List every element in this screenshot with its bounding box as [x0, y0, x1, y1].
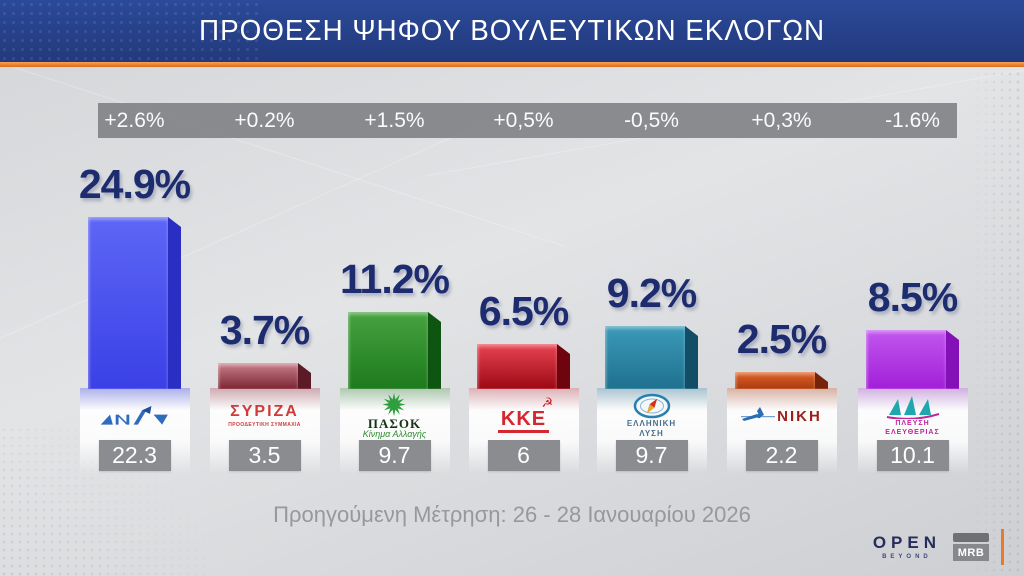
compass-icon: [633, 394, 670, 419]
party-logo: ΠΛΕΥΣΗ ΕΛΕΥΘΕΡΙΑΣ: [885, 392, 941, 440]
change-label: +1.5%: [364, 109, 425, 132]
syriza-logo-text: ΣΥΡΙΖΑ: [230, 403, 299, 420]
previous-value: 2.2: [765, 442, 798, 468]
change-label: +0,3%: [751, 109, 812, 132]
change-label: +0.2%: [234, 109, 295, 132]
party-logo: ΕΛΛΗΝΙΚΗ ΛΥΣΗ: [627, 392, 676, 440]
propeller-icon: [741, 407, 776, 421]
change-label: +2.6%: [104, 109, 165, 132]
bar-front-face: [866, 330, 946, 389]
bar-front-face: [348, 312, 428, 389]
previous-value: 3.5: [248, 442, 281, 468]
open-logo-text: OPEN: [872, 533, 941, 552]
bar-front-face: [218, 363, 298, 389]
logo-pedestal: ΠΑΣΟΚ Κίνημα Αλλαγής: [339, 388, 450, 474]
current-percentage-label: 11.2%: [340, 256, 450, 302]
kke-logo: ☭ ΚΚΕ: [497, 396, 553, 433]
bar-front-face: [605, 326, 685, 389]
current-percentage-label: 24.9%: [78, 161, 191, 207]
hammer-sickle-icon: ☭: [541, 395, 554, 410]
logo-pedestal: ΕΛΛΗΝΙΚΗ ΛΥΣΗ: [596, 388, 707, 474]
open-logo-subtext: BEYOND: [882, 554, 932, 560]
page-title: ΠΡΟΘΕΣΗ ΨΗΦΟΥ ΒΟΥΛΕΥΤΙΚΩΝ ΕΚΛΟΓΩΝ: [198, 14, 826, 47]
change-vs-previous-row: +2.6% +0.2% +1.5% +0,5% -0,5% +0,3% -1.6%: [98, 103, 957, 138]
logo-pedestal: ΝΙΚΗ: [726, 388, 837, 474]
current-percentage-label: 2.5%: [736, 316, 827, 362]
bg-dot-pattern-right: [966, 70, 1024, 576]
bg-accent-line: [0, 54, 565, 247]
bar-front-face: [735, 372, 815, 389]
pasok-logo-subtext: Κίνημα Αλλαγής: [362, 429, 427, 440]
change-label: -0,5%: [624, 109, 679, 132]
title-banner: ΠΡΟΘΕΣΗ ΨΗΦΟΥ ΒΟΥΛΕΥΤΙΚΩΝ ΕΚΛΟΓΩΝ: [0, 0, 1024, 62]
branding-block: OPEN BEYOND MRB: [873, 529, 1004, 565]
niki-logo: ΝΙΚΗ: [741, 406, 822, 426]
previous-value: 10.1: [890, 442, 935, 468]
previous-value: 9.7: [378, 442, 411, 468]
previous-value-box: 6: [487, 440, 560, 471]
bar-side-face: [557, 344, 570, 389]
change-label: -1.6%: [885, 109, 940, 132]
header-divider: [0, 62, 1024, 67]
bar-side-face: [946, 330, 959, 389]
kke-logo-text: ΚΚΕ: [497, 409, 550, 433]
party-logo: ΠΑΣΟΚ Κίνημα Αλλαγής: [363, 392, 426, 440]
mrb-pollster-logo: MRB: [953, 533, 989, 561]
bg-dot-pattern-bottom-left: [0, 426, 210, 576]
previous-value-box: 9.7: [358, 440, 431, 471]
change-label: +0,5%: [493, 109, 554, 132]
logo-pedestal: ΣΥΡΙΖΑ ΠΡΟΟΔΕΥΤΙΚΗ ΣΥΜΜΑΧΙΑ: [209, 388, 320, 474]
current-percentage-label: 6.5%: [478, 288, 569, 334]
logo-pedestal: ΠΛΕΥΣΗ ΕΛΕΥΘΕΡΙΑΣ: [857, 388, 968, 474]
open-channel-logo: OPEN BEYOND: [873, 534, 941, 560]
branding-divider: [1001, 529, 1004, 565]
party-logo: ΣΥΡΙΖΑ ΠΡΟΟΔΕΥΤΙΚΗ ΣΥΜΜΑΧΙΑ: [228, 392, 301, 440]
pasok-sun-icon: [382, 392, 407, 417]
previous-value: 6: [517, 442, 530, 468]
previous-value-box: 3.5: [228, 440, 301, 471]
logo-pedestal: ☭ ΚΚΕ: [468, 388, 579, 474]
pasok-logo-text: ΠΑΣΟΚ: [367, 416, 422, 432]
party-logo: ΝΙΚΗ: [741, 392, 822, 440]
bar-side-face: [815, 372, 828, 389]
nd-flag-icon: [100, 406, 168, 425]
mrb-logo-bar: [953, 533, 989, 542]
elliniki-lysi-logo-text: ΕΛΛΗΝΙΚΗ ΛΥΣΗ: [626, 419, 677, 438]
niki-logo-text: ΝΙΚΗ: [777, 407, 822, 425]
previous-value-box: 10.1: [876, 440, 949, 471]
previous-value-box: 9.7: [615, 440, 688, 471]
bar-side-face: [428, 312, 441, 389]
current-percentage-label: 3.7%: [219, 307, 310, 353]
bar-side-face: [168, 217, 181, 389]
previous-value: 9.7: [635, 442, 668, 468]
bar-front-face: [88, 217, 168, 389]
bar-front-face: [477, 344, 557, 389]
party-logo: ☭ ΚΚΕ: [497, 392, 553, 440]
bg-accent-line: [0, 126, 476, 355]
syriza-logo-subtext: ΠΡΟΟΔΕΥΤΙΚΗ ΣΥΜΜΑΧΙΑ: [228, 422, 301, 428]
sailboat-icon: [886, 395, 939, 419]
previous-measurement-note: Προηγούμενη Μέτρηση: 26 - 28 Ιανουαρίου …: [273, 502, 751, 527]
previous-value-box: 2.2: [745, 440, 818, 471]
mrb-logo-text: MRB: [953, 544, 989, 561]
bar-side-face: [685, 326, 698, 389]
current-percentage-label: 9.2%: [606, 270, 697, 316]
bar-side-face: [298, 363, 311, 389]
plefsi-logo-text: ΠΛΕΥΣΗ ΕΛΕΥΘΕΡΙΑΣ: [885, 419, 940, 436]
